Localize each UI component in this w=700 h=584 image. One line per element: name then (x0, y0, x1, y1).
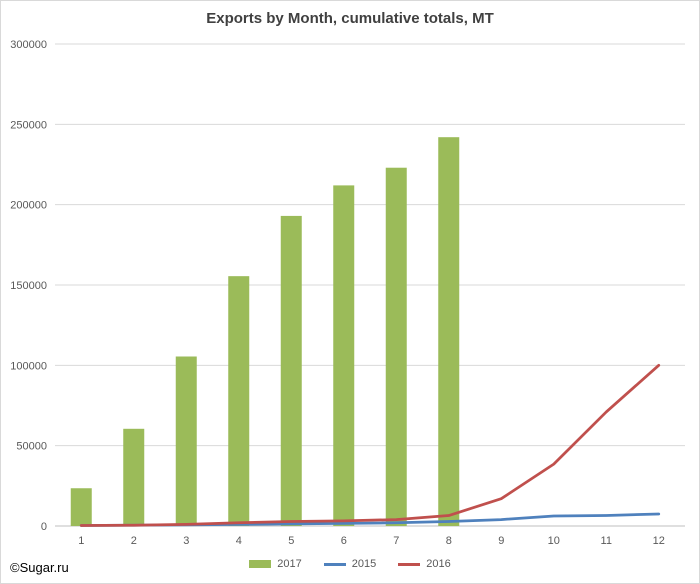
legend-item-2016: 2016 (398, 558, 451, 570)
bar-2017-7 (385, 167, 407, 527)
x-tick-label: 6 (341, 535, 347, 547)
x-tick-label: 7 (393, 535, 399, 547)
x-tick-label: 8 (446, 535, 452, 547)
bar-2017-1 (70, 488, 92, 526)
legend-label-2017: 2017 (277, 558, 302, 570)
legend-swatch-2015 (323, 562, 346, 566)
x-tick-label: 5 (288, 535, 294, 547)
y-tick-label: 0 (41, 521, 47, 533)
chart-legend: 2017 2015 2016 (0, 558, 700, 570)
x-tick-label: 1 (78, 535, 84, 547)
x-tick-label: 3 (183, 535, 189, 547)
bar-2017-5 (280, 215, 302, 526)
y-tick-label: 200000 (10, 200, 47, 212)
x-axis-ticks: 1 2 3 4 5 6 7 8 9 10 11 12 (78, 535, 665, 547)
y-tick-label: 100000 (10, 360, 47, 372)
legend-label-2015: 2015 (351, 558, 377, 570)
x-tick-label: 10 (548, 535, 560, 547)
x-tick-label: 11 (601, 535, 612, 547)
y-tick-label: 150000 (10, 280, 47, 292)
y-tick-label: 300000 (10, 39, 47, 51)
x-tick-label: 4 (236, 535, 242, 547)
legend-label-2016: 2016 (426, 558, 451, 570)
y-tick-label: 250000 (10, 119, 47, 131)
x-tick-label: 12 (653, 535, 665, 547)
bar-2017-3 (175, 356, 197, 526)
source-watermark: ©Sugar.ru (10, 560, 69, 575)
x-tick-label: 9 (498, 535, 504, 547)
gridlines (55, 43, 685, 527)
legend-item-2017: 2017 (249, 558, 302, 570)
bar-2017-6 (333, 185, 355, 527)
legend-swatch-2017 (249, 560, 272, 568)
legend-swatch-2016 (398, 562, 421, 566)
chart-title: Exports by Month, cumulative totals, MT (206, 10, 494, 27)
legend-item-2015: 2015 (323, 558, 377, 570)
bar-2017-2 (123, 428, 145, 526)
line-2016 (79, 363, 661, 527)
bar-2017-4 (228, 276, 250, 526)
bar-2017-8 (438, 137, 460, 527)
x-tick-label: 2 (131, 535, 137, 547)
y-tick-label: 50000 (16, 441, 47, 453)
bar-series (70, 137, 460, 527)
y-axis-ticks: 0 50000 100000 150000 200000 250000 300000 (10, 39, 47, 533)
line-series (79, 363, 661, 527)
